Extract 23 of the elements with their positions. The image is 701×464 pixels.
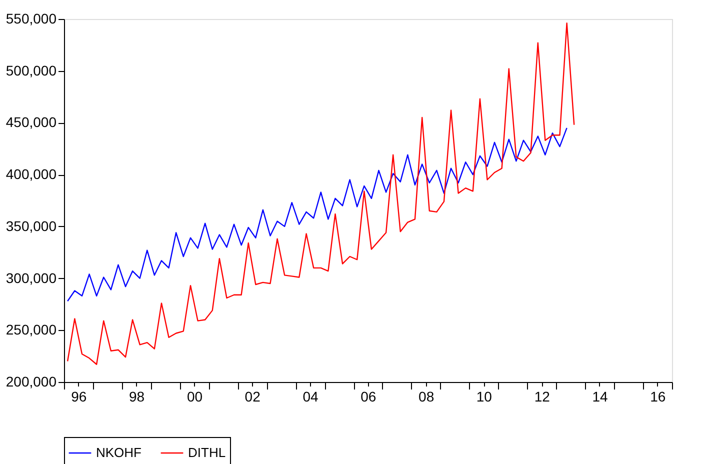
y-tick-label: 200,000 — [6, 374, 57, 390]
x-tick-label: 04 — [302, 388, 319, 404]
x-tick-label: 16 — [650, 388, 666, 404]
x-tick-label: 96 — [71, 388, 87, 404]
line-series — [66, 22, 575, 365]
legend-label: DITHL — [188, 445, 226, 460]
y-tick-label: 450,000 — [6, 114, 57, 130]
line-series — [66, 127, 568, 302]
x-tick-label: 12 — [534, 388, 550, 404]
legend-label: NKOHF — [96, 445, 142, 460]
y-tick-label: 500,000 — [6, 62, 57, 78]
x-tick-label: 14 — [592, 388, 608, 404]
y-tick-label: 250,000 — [6, 322, 57, 338]
y-tick-label: 400,000 — [6, 166, 57, 182]
x-tick-label: 98 — [128, 388, 145, 404]
x-tick-label: 06 — [360, 388, 376, 404]
x-tick-label: 10 — [476, 388, 492, 404]
x-tick-label: 02 — [244, 388, 261, 404]
y-tick-label: 300,000 — [6, 270, 57, 286]
y-tick-label: 550,000 — [6, 10, 57, 26]
x-tick-label: 00 — [186, 388, 203, 404]
y-tick-label: 350,000 — [6, 218, 57, 234]
x-tick-label: 08 — [418, 388, 434, 404]
